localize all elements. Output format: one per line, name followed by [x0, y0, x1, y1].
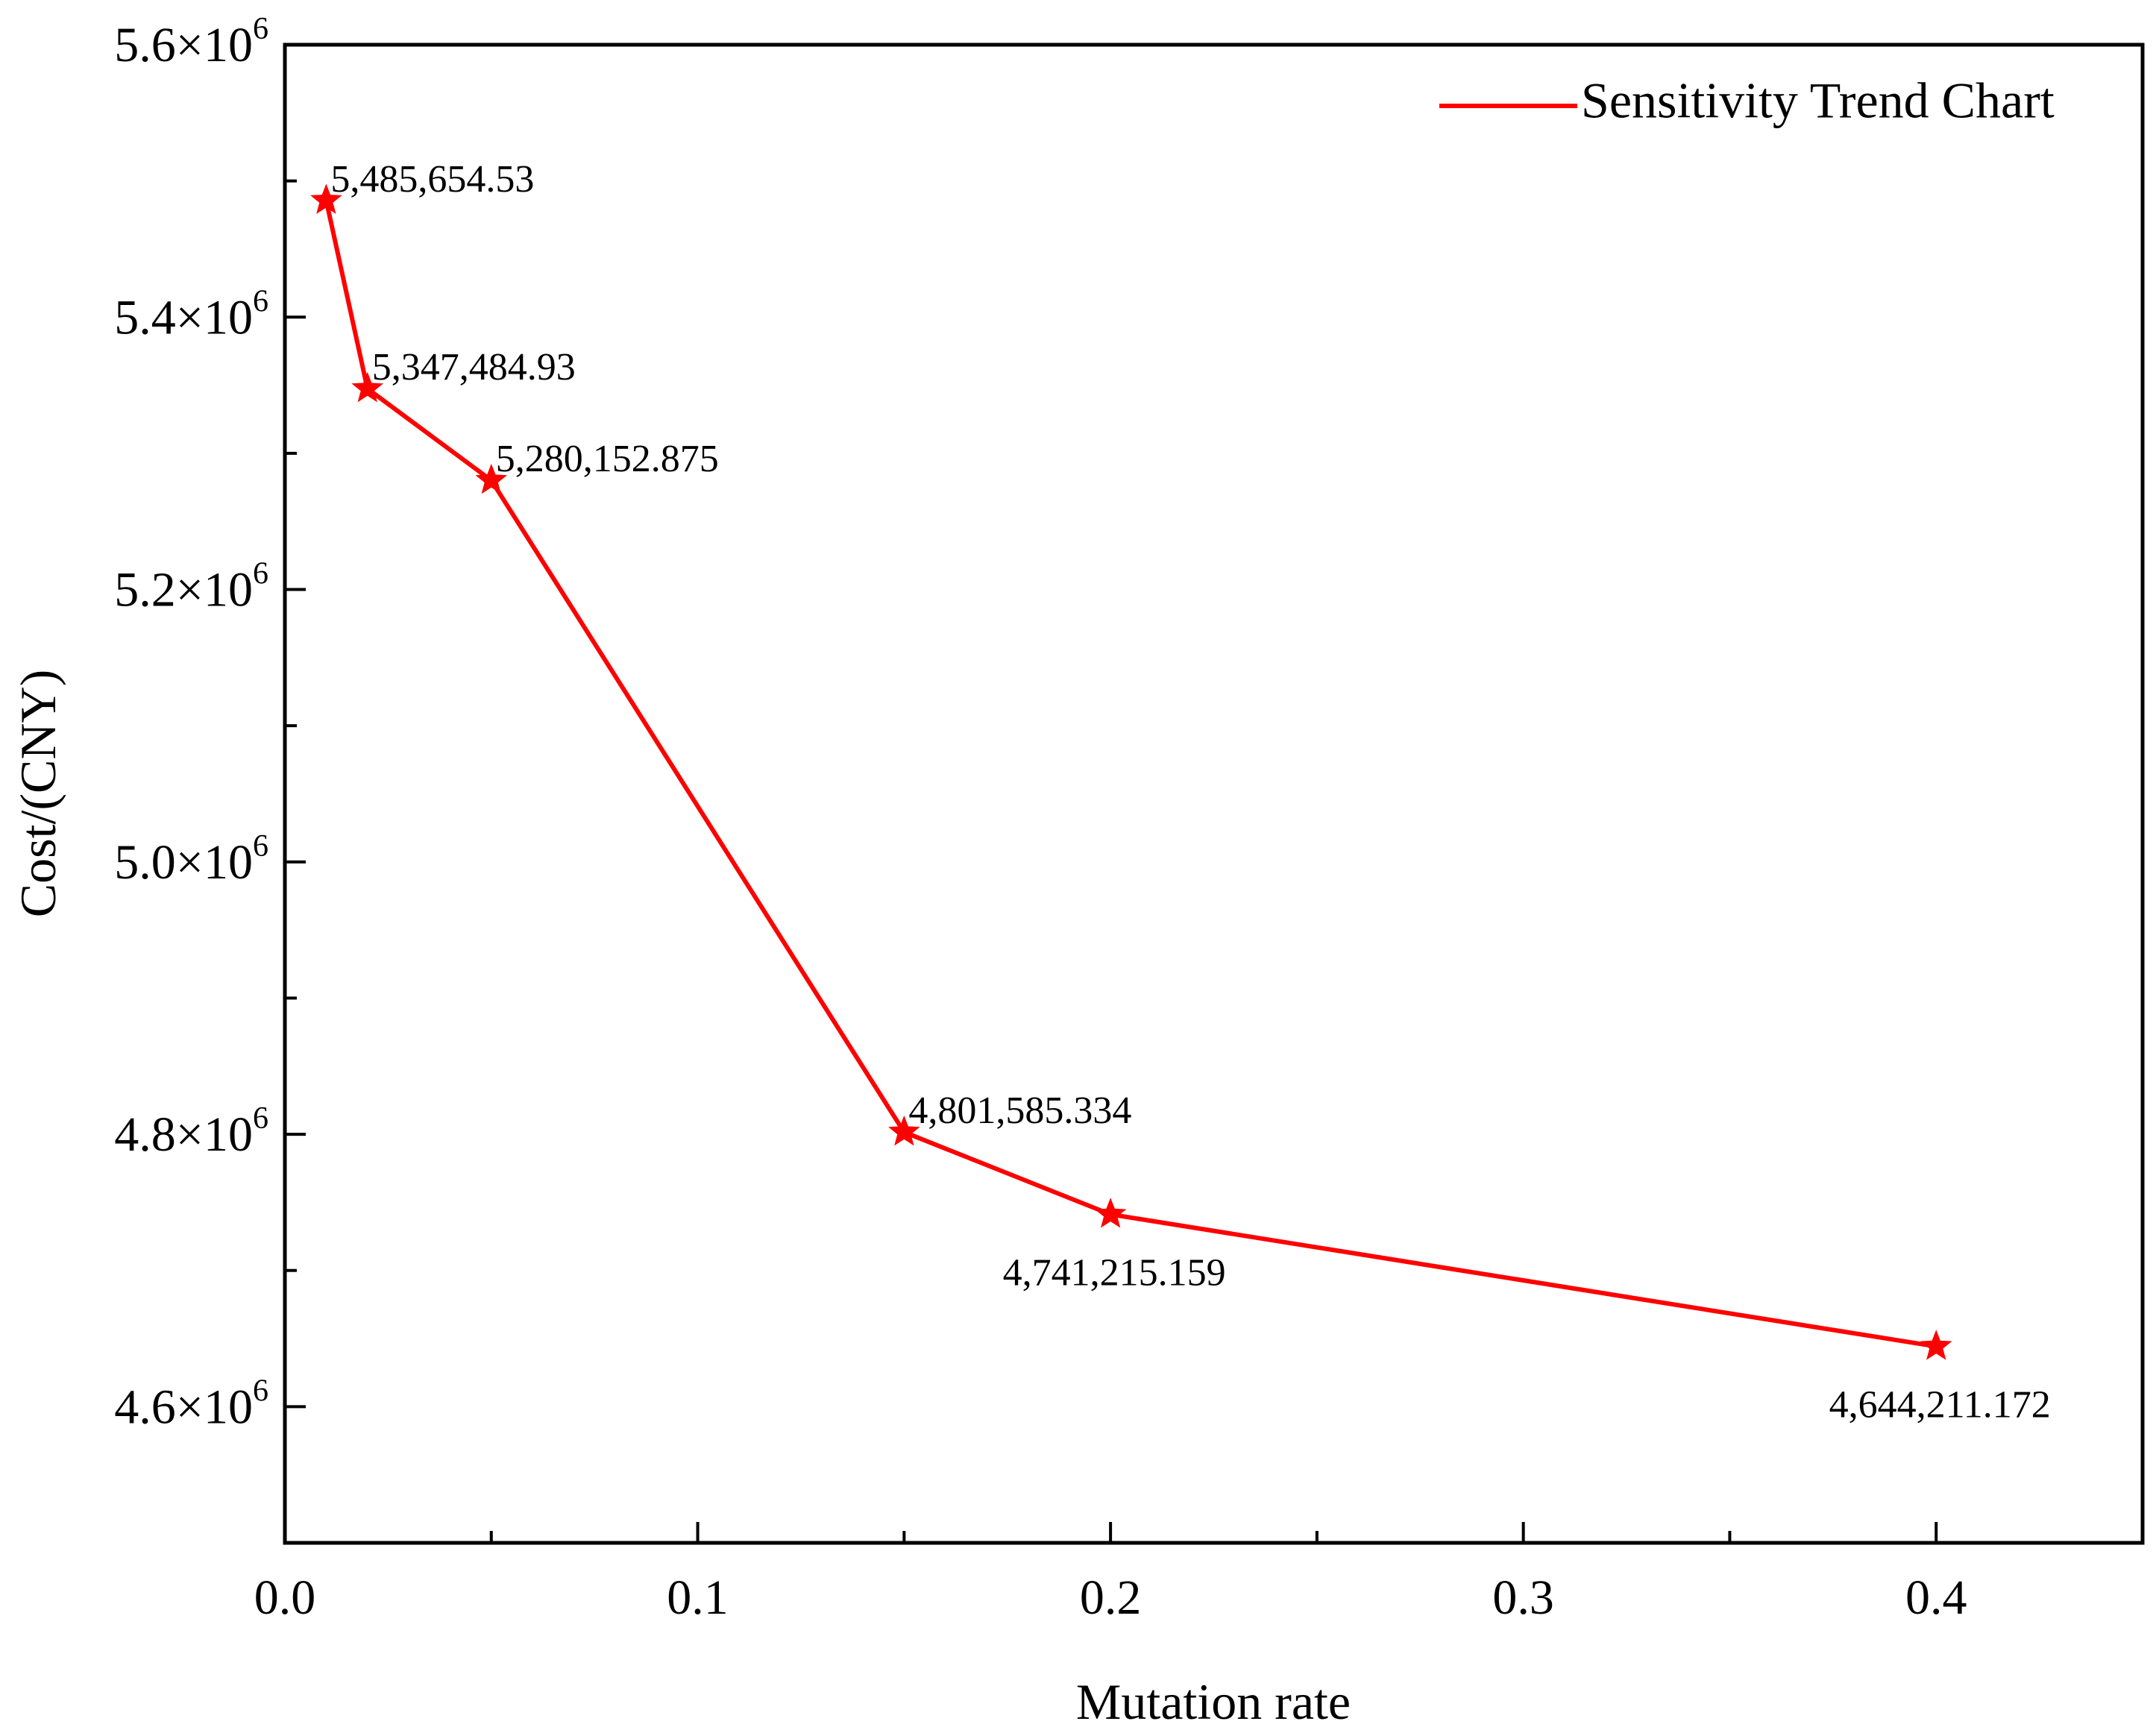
data-labels: 5,485,654.53 5,347,484.93 5,280,152.875 4,8… — [330, 158, 2050, 1427]
y-minor-ticks — [285, 179, 297, 1272]
y-tick-label-4: 5.4×106 — [114, 284, 268, 345]
y-tick-exponent: 6 — [253, 829, 268, 864]
y-tick-mantissa: 4.6×10 — [114, 1380, 253, 1434]
x-axis: 0.0 0.1 0.2 0.3 0.4 — [254, 1522, 1967, 1625]
legend: Sensitivity Trend Chart — [1439, 72, 2055, 129]
x-tick-label-1: 0.1 — [667, 1570, 729, 1625]
y-tick-mantissa: 5.4×10 — [114, 290, 253, 345]
x-minor-ticks — [489, 1531, 1732, 1543]
y-tick-exponent: 6 — [253, 284, 268, 318]
data-label-5: 4,644,211.172 — [1829, 1384, 2051, 1427]
x-axis-title: Mutation rate — [1076, 1673, 1351, 1730]
y-tick-mantissa: 5.2×10 — [114, 563, 253, 617]
data-label-4: 4,741,215.159 — [1003, 1251, 1226, 1294]
y-tick-exponent: 6 — [253, 12, 268, 46]
data-point-marker-1 — [351, 371, 384, 403]
data-point-marker-5 — [1920, 1330, 1952, 1360]
y-tick-mantissa: 5.6×10 — [114, 18, 253, 72]
data-label-1: 5,347,484.93 — [372, 346, 576, 389]
y-tick-mantissa: 5.0×10 — [114, 835, 253, 890]
data-point-marker-4 — [1094, 1198, 1127, 1228]
y-tick-label-3: 5.2×106 — [114, 557, 268, 617]
y-tick-exponent: 6 — [253, 557, 268, 591]
x-tick-label-2: 0.2 — [1080, 1570, 1142, 1625]
y-axis: 4.6×1064.8×1065.0×1065.2×1065.4×1065.6×1… — [114, 12, 306, 1434]
legend-label: Sensitivity Trend Chart — [1581, 72, 2055, 129]
data-point-marker-3 — [888, 1115, 920, 1146]
y-tick-mantissa: 4.8×10 — [114, 1107, 253, 1162]
y-tick-exponent: 6 — [253, 1374, 268, 1408]
y-axis-title: Cost/(CNY) — [10, 670, 66, 917]
plot-frame — [283, 43, 2145, 1545]
y-tick-label-2: 5.0×106 — [114, 829, 268, 890]
x-tick-label-0: 0.0 — [254, 1570, 316, 1625]
x-tick-label-3: 0.3 — [1492, 1570, 1554, 1625]
y-tick-label-1: 4.8×106 — [114, 1101, 268, 1162]
data-point-marker-2 — [475, 463, 508, 494]
series-line-0 — [324, 200, 1937, 1349]
series-layer — [310, 183, 1952, 1360]
data-point-marker-0 — [310, 183, 342, 214]
data-label-2: 5,280,152.875 — [496, 438, 719, 480]
y-tick-exponent: 6 — [253, 1101, 268, 1136]
data-label-0: 5,485,654.53 — [330, 158, 534, 201]
y-tick-label-5: 5.6×106 — [114, 12, 268, 72]
y-tick-label-0: 4.6×106 — [114, 1374, 268, 1434]
data-label-3: 4,801,585.334 — [908, 1089, 1131, 1132]
x-tick-label-4: 0.4 — [1905, 1570, 1967, 1625]
